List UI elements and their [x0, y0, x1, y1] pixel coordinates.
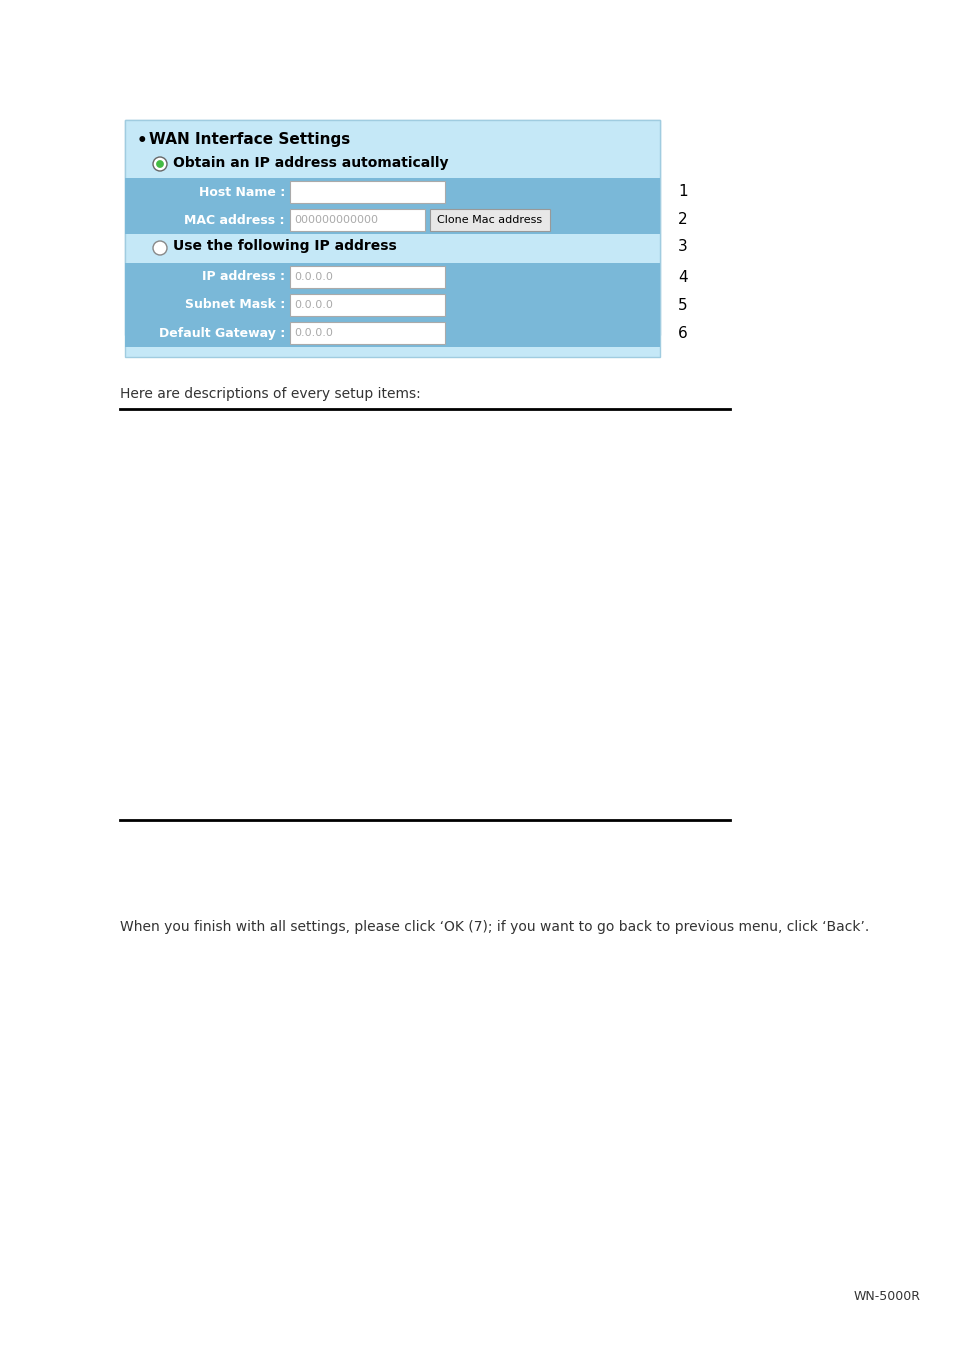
Bar	[125, 120, 659, 356]
Text: Host Name :: Host Name :	[198, 185, 285, 198]
Text: When you finish with all settings, please click ‘OK (7); if you want to go back : When you finish with all settings, pleas…	[120, 919, 868, 934]
Bar	[290, 209, 424, 231]
Text: WN-5000R: WN-5000R	[853, 1291, 920, 1303]
Text: MAC address :: MAC address :	[184, 213, 285, 227]
Text: Obtain an IP address automatically: Obtain an IP address automatically	[172, 157, 448, 170]
Text: 000000000000: 000000000000	[294, 215, 377, 225]
Bar	[125, 207, 659, 234]
Bar	[290, 294, 444, 316]
Text: 0.0.0.0: 0.0.0.0	[294, 271, 333, 282]
Bar	[125, 120, 659, 335]
Bar	[430, 209, 550, 231]
Circle shape	[152, 242, 167, 255]
Text: 0.0.0.0: 0.0.0.0	[294, 328, 333, 338]
Text: 4: 4	[678, 270, 687, 285]
Text: Here are descriptions of every setup items:: Here are descriptions of every setup ite…	[120, 387, 420, 401]
Circle shape	[156, 161, 163, 167]
Text: •: •	[137, 132, 148, 150]
Text: 5: 5	[678, 297, 687, 312]
Text: 0.0.0.0: 0.0.0.0	[294, 300, 333, 310]
Bar	[290, 323, 444, 344]
Bar	[290, 181, 444, 202]
Bar	[125, 292, 659, 319]
Text: Subnet Mask :: Subnet Mask :	[185, 298, 285, 312]
Text: IP address :: IP address :	[202, 270, 285, 284]
Text: 2: 2	[678, 212, 687, 228]
Text: 3: 3	[678, 239, 687, 254]
Text: Default Gateway :: Default Gateway :	[158, 327, 285, 339]
Text: 1: 1	[678, 185, 687, 200]
Bar	[125, 263, 659, 292]
Text: 6: 6	[678, 325, 687, 340]
Text: WAN Interface Settings: WAN Interface Settings	[149, 132, 350, 147]
Bar	[290, 266, 444, 288]
Circle shape	[152, 157, 167, 171]
Bar	[125, 178, 659, 207]
Text: Clone Mac address: Clone Mac address	[437, 215, 542, 225]
Bar	[125, 319, 659, 347]
Text: Use the following IP address: Use the following IP address	[172, 239, 396, 252]
